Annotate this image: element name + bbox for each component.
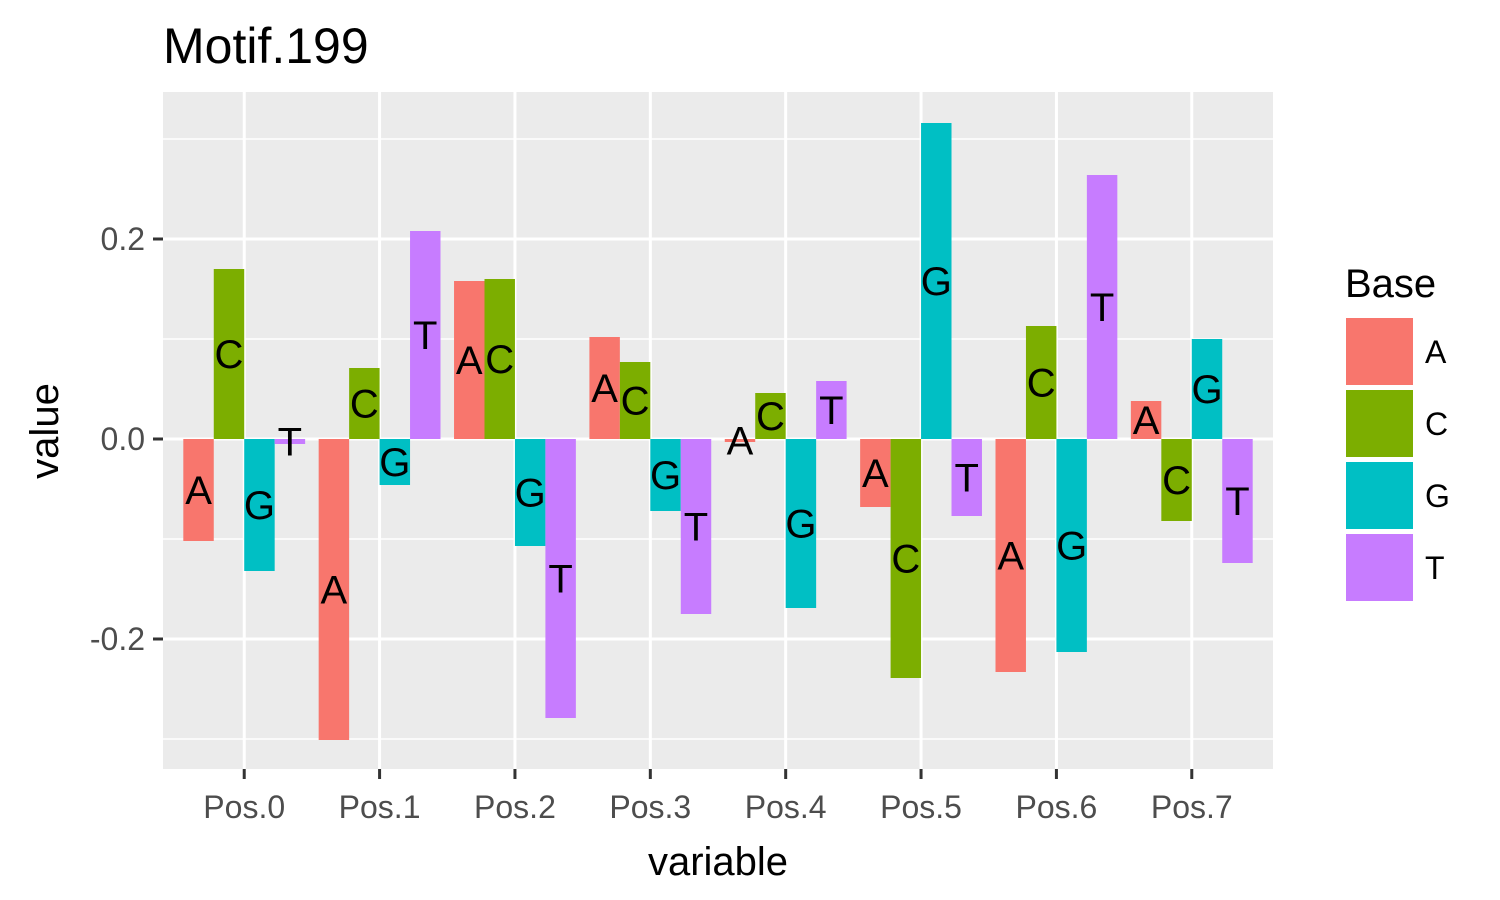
bar-label-T-Pos.4: T bbox=[819, 389, 843, 433]
legend-label-A: A bbox=[1425, 334, 1447, 370]
x-tick-label: Pos.1 bbox=[339, 789, 421, 825]
x-tick-label: Pos.6 bbox=[1016, 789, 1098, 825]
bar-C-Pos.2 bbox=[484, 279, 515, 439]
bar-label-G-Pos.6: G bbox=[1056, 525, 1087, 569]
bar-G-Pos.2 bbox=[514, 439, 546, 546]
bar-G-Pos.7 bbox=[1191, 339, 1223, 439]
bar-G-Pos.6 bbox=[1056, 439, 1087, 652]
bar-label-A-Pos.7: A bbox=[1133, 399, 1160, 443]
bar-G-Pos.4 bbox=[785, 439, 817, 608]
legend-title: Base bbox=[1345, 262, 1436, 306]
legend-label-C: C bbox=[1425, 406, 1448, 442]
legend-key-G bbox=[1346, 462, 1413, 529]
x-tick-label: Pos.2 bbox=[474, 789, 556, 825]
bar-label-G-Pos.0: G bbox=[244, 484, 275, 528]
bar-T-Pos.3 bbox=[680, 439, 712, 614]
y-tick-label: -0.2 bbox=[90, 621, 145, 657]
bar-label-C-Pos.2: C bbox=[485, 338, 514, 382]
bar-C-Pos.5 bbox=[890, 439, 922, 678]
bar-label-C-Pos.1: C bbox=[350, 383, 379, 427]
bar-G-Pos.0 bbox=[244, 439, 275, 571]
bar-G-Pos.5 bbox=[921, 123, 952, 439]
bar-label-C-Pos.0: C bbox=[215, 333, 244, 377]
bar-label-G-Pos.1: G bbox=[379, 441, 410, 485]
bar-T-Pos.5 bbox=[951, 439, 982, 516]
bar-G-Pos.3 bbox=[650, 439, 681, 511]
bar-C-Pos.4 bbox=[755, 393, 786, 439]
bar-label-T-Pos.6: T bbox=[1090, 286, 1114, 330]
bar-label-C-Pos.3: C bbox=[621, 380, 650, 424]
y-axis-title: value bbox=[23, 383, 67, 479]
bar-A-Pos.7 bbox=[1130, 401, 1162, 439]
x-tick-label: Pos.5 bbox=[880, 789, 962, 825]
bar-label-A-Pos.5: A bbox=[862, 452, 889, 496]
bar-label-G-Pos.4: G bbox=[785, 503, 816, 547]
y-tick-label: 0.0 bbox=[101, 421, 145, 457]
x-axis: Pos.0 Pos.1 Pos.2 Pos.3 Pos.4 Pos.5 Pos.6 Pos.7 bbox=[203, 769, 1233, 825]
bar-T-Pos.6 bbox=[1086, 175, 1118, 439]
bar-label-A-Pos.0: A bbox=[185, 469, 212, 513]
bar-C-Pos.6 bbox=[1025, 326, 1057, 439]
bar-T-Pos.7 bbox=[1222, 439, 1253, 563]
bar-A-Pos.4 bbox=[724, 439, 756, 442]
legend-key-C bbox=[1346, 390, 1413, 457]
bar-A-Pos.1 bbox=[318, 439, 350, 740]
bar-C-Pos.3 bbox=[619, 362, 651, 439]
x-tick-label: Pos.3 bbox=[609, 789, 691, 825]
bar-label-T-Pos.7: T bbox=[1225, 480, 1249, 524]
x-tick-label: Pos.4 bbox=[745, 789, 827, 825]
bar-label-A-Pos.1: A bbox=[321, 569, 348, 613]
bar-T-Pos.2 bbox=[545, 439, 576, 718]
y-axis: -0.2 0.0 0.2 bbox=[90, 221, 163, 657]
bar-label-G-Pos.5: G bbox=[921, 260, 952, 304]
bar-label-T-Pos.3: T bbox=[684, 506, 708, 550]
chart-title: Motif.199 bbox=[163, 18, 369, 74]
bar-label-C-Pos.6: C bbox=[1027, 362, 1056, 406]
bar-label-A-Pos.6: A bbox=[997, 535, 1024, 579]
bar-label-A-Pos.3: A bbox=[591, 367, 618, 411]
x-tick-label: Pos.0 bbox=[203, 789, 285, 825]
bar-label-T-Pos.5: T bbox=[955, 457, 979, 501]
bar-G-Pos.1 bbox=[379, 439, 411, 485]
bar-label-A-Pos.2: A bbox=[456, 339, 483, 383]
bar-T-Pos.4 bbox=[816, 381, 847, 439]
bar-label-G-Pos.7: G bbox=[1191, 368, 1222, 412]
bar-label-A-Pos.4: A bbox=[727, 420, 754, 464]
bar-A-Pos.3 bbox=[589, 337, 620, 439]
bar-C-Pos.0 bbox=[213, 269, 245, 439]
bar-label-C-Pos.4: C bbox=[756, 395, 785, 439]
bar-label-G-Pos.3: G bbox=[650, 454, 681, 498]
legend-label-G: G bbox=[1425, 478, 1450, 514]
y-tick-label: 0.2 bbox=[101, 221, 145, 257]
legend-key-A bbox=[1346, 318, 1413, 385]
bar-label-G-Pos.2: G bbox=[515, 472, 546, 516]
bar-A-Pos.0 bbox=[183, 439, 214, 541]
bar-label-T-Pos.2: T bbox=[548, 558, 572, 602]
bar-C-Pos.1 bbox=[349, 368, 380, 439]
bar-T-Pos.1 bbox=[410, 231, 441, 439]
legend-label-T: T bbox=[1425, 550, 1445, 586]
bar-A-Pos.6 bbox=[995, 439, 1026, 672]
bar-label-T-Pos.1: T bbox=[413, 314, 437, 358]
legend-key-T bbox=[1346, 534, 1413, 601]
bar-label-C-Pos.5: C bbox=[891, 538, 920, 582]
bar-label-C-Pos.7: C bbox=[1162, 459, 1191, 503]
x-axis-title: variable bbox=[648, 840, 788, 884]
bars bbox=[183, 123, 1253, 740]
bar-A-Pos.5 bbox=[860, 439, 891, 507]
bar-C-Pos.7 bbox=[1161, 439, 1192, 521]
x-tick-label: Pos.7 bbox=[1151, 789, 1233, 825]
bar-T-Pos.0 bbox=[274, 439, 306, 444]
bar-A-Pos.2 bbox=[454, 281, 485, 439]
bar-label-T-Pos.0: T bbox=[278, 421, 302, 465]
